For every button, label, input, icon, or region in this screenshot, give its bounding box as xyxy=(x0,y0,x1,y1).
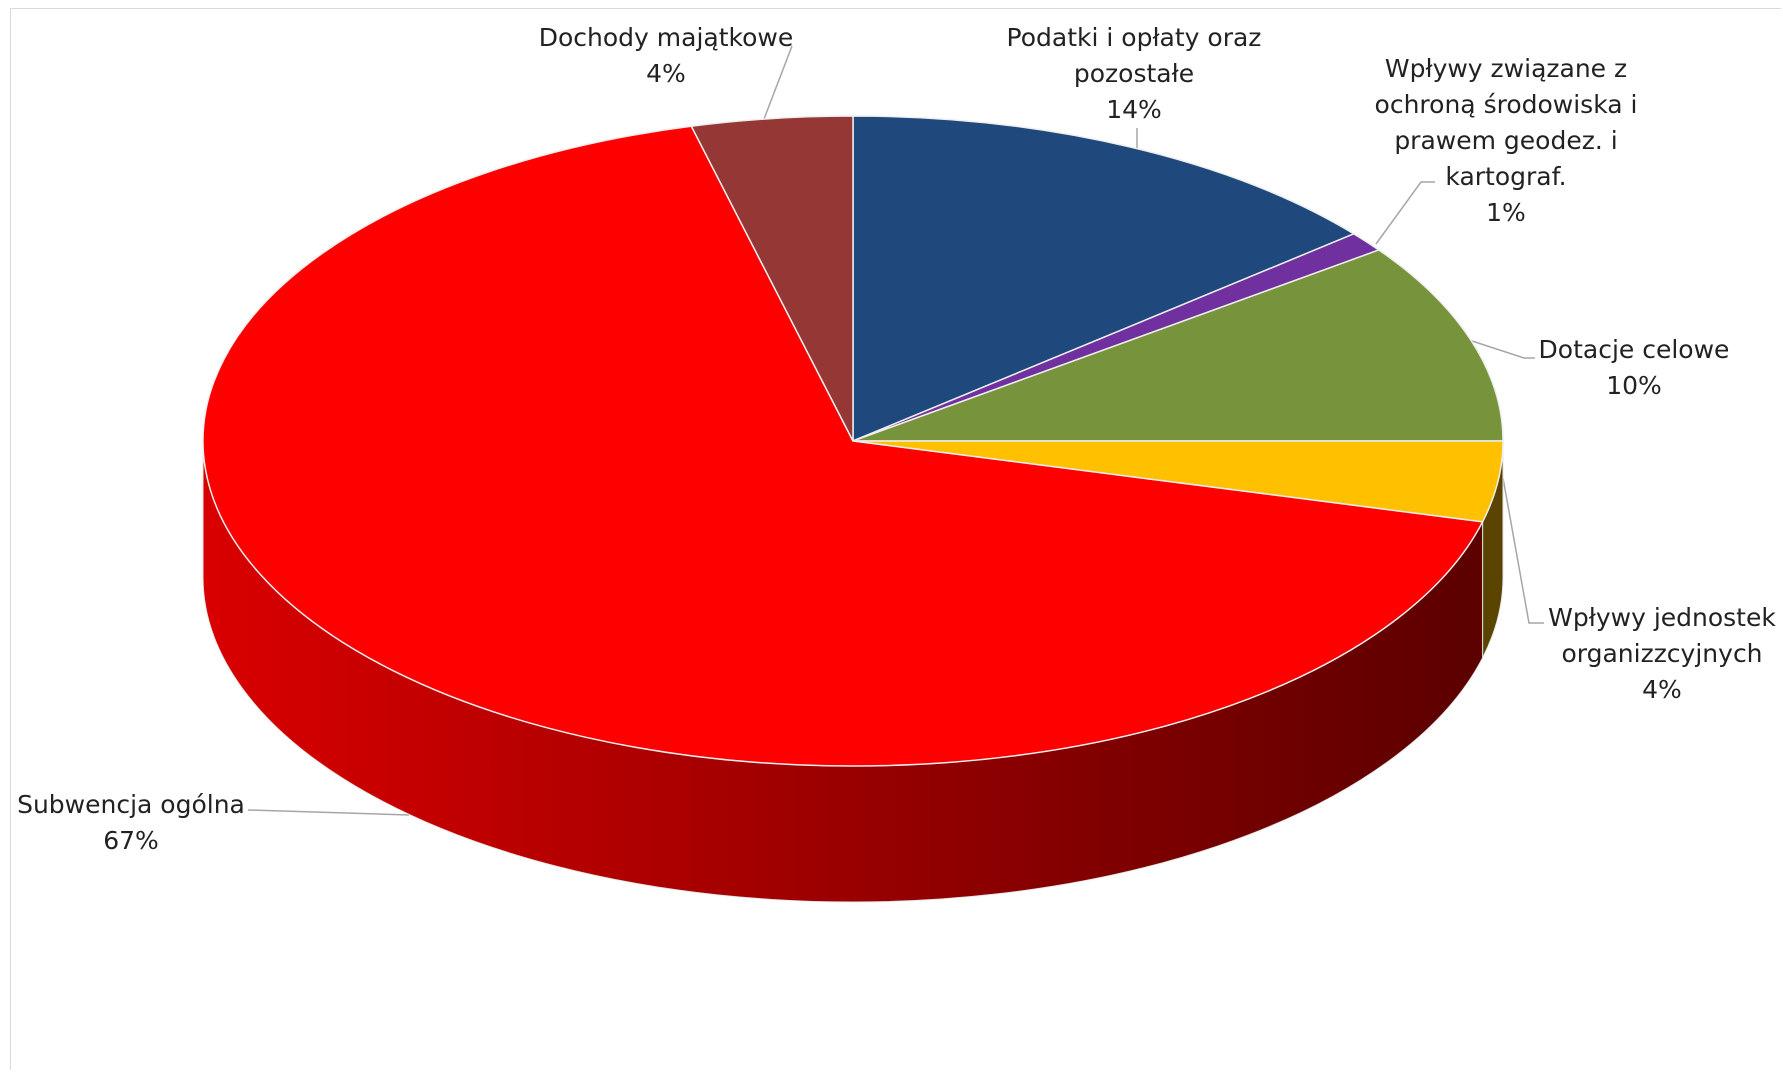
data-label: Wpływy jednostek organizzcyjnych 4% xyxy=(1542,600,1782,708)
value-label: 4% xyxy=(1642,675,1682,704)
data-label: Subwencja ogólna 67% xyxy=(6,787,256,859)
leader-line xyxy=(1375,181,1435,245)
slice xyxy=(852,249,1504,442)
category-label: Dotacje celowe xyxy=(1538,335,1730,364)
category-label: Dochody majątkowe xyxy=(538,23,794,52)
value-label: 14% xyxy=(1106,95,1162,124)
data-label: Podatki i opłaty oraz pozostałe 14% xyxy=(999,20,1269,128)
leader-line xyxy=(763,45,793,120)
data-label: Dotacje celowe 10% xyxy=(1509,332,1759,404)
value-label: 10% xyxy=(1606,371,1662,400)
category-label: Wpływy jednostek organizzcyjnych xyxy=(1548,603,1776,668)
data-label: Dochody majątkowe 4% xyxy=(526,20,806,92)
leader-line xyxy=(1471,340,1535,359)
data-label: Wpływy związane z ochroną środowiska i p… xyxy=(1361,51,1651,231)
value-label: 1% xyxy=(1486,198,1526,227)
value-label: 4% xyxy=(646,59,686,88)
leader-lines xyxy=(247,45,1544,816)
slice xyxy=(202,125,1484,767)
category-label: Wpływy związane z ochroną środowiska i p… xyxy=(1374,54,1638,191)
leader-line xyxy=(247,809,410,816)
category-label: Subwencja ogólna xyxy=(17,790,245,819)
pie-tops xyxy=(202,115,1504,767)
value-label: 67% xyxy=(103,826,159,855)
category-label: Podatki i opłaty oraz pozostałe xyxy=(1006,23,1262,88)
slice xyxy=(852,115,1356,443)
slice xyxy=(690,115,854,442)
leader-line xyxy=(1502,477,1544,624)
chart-frame xyxy=(10,8,1781,1070)
